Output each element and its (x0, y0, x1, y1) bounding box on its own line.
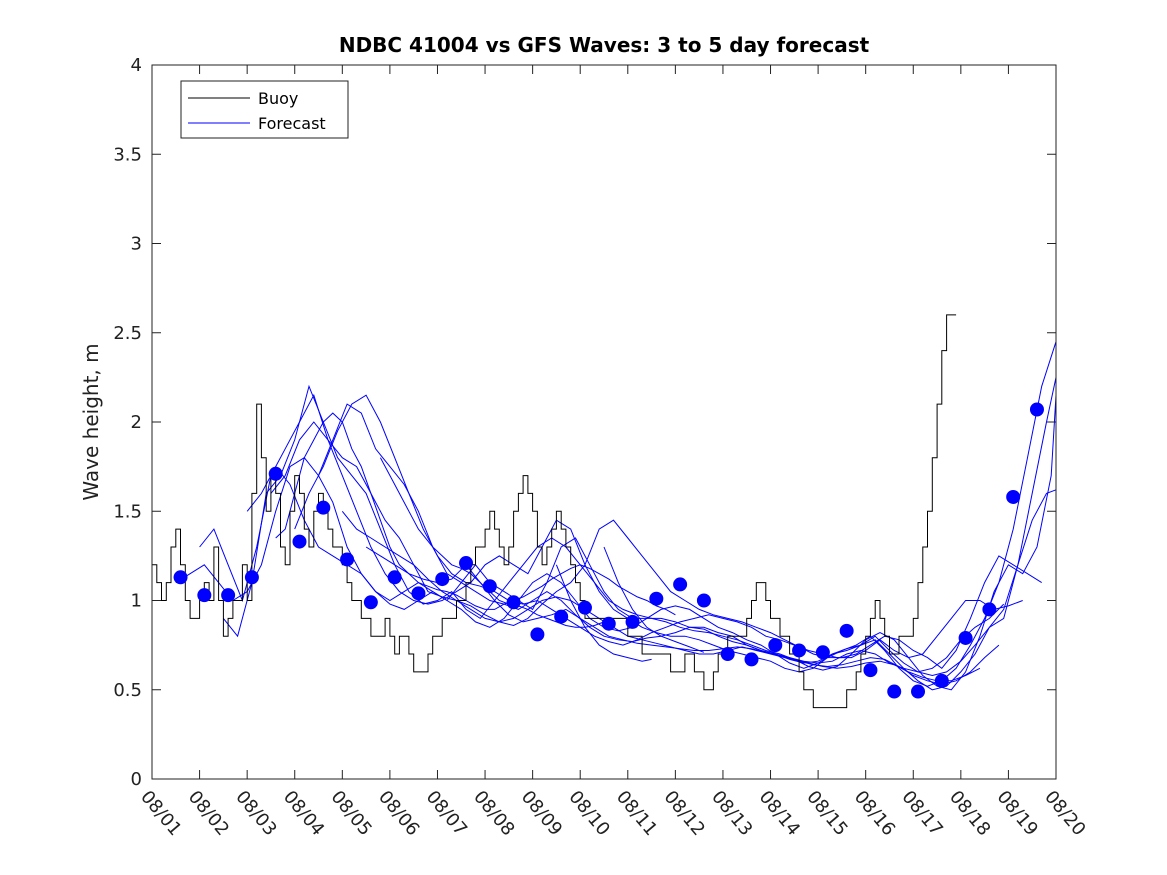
y-tick-label: 2 (131, 412, 142, 433)
legend-box (180, 80, 349, 139)
forecast-line-10 (555, 564, 652, 662)
forecast-marker (459, 556, 474, 571)
forecast-marker (340, 552, 355, 567)
forecast-marker (625, 614, 640, 629)
forecast-marker (1029, 402, 1044, 417)
forecast-marker (792, 643, 807, 658)
legend-label-buoy: Buoy (258, 89, 298, 108)
forecast-marker (482, 579, 497, 594)
forecast-line-4 (246, 465, 1057, 677)
forecast-marker (292, 534, 307, 549)
forecast-marker (649, 591, 664, 606)
y-tick-label: 0 (131, 769, 142, 790)
chart-title: NDBC 41004 vs GFS Waves: 3 to 5 day fore… (339, 33, 870, 57)
forecast-line-8 (341, 510, 1000, 685)
y-tick-label: 3 (131, 234, 142, 255)
forecast-markers (173, 402, 1044, 699)
y-tick-label: 3.5 (113, 144, 142, 165)
forecast-marker (435, 572, 450, 587)
forecast-marker (673, 577, 688, 592)
legend-label-forecast: Forecast (258, 114, 326, 133)
forecast-marker (696, 593, 711, 608)
plot-frame (151, 64, 1057, 780)
forecast-marker (720, 647, 735, 662)
plot-area (152, 314, 1057, 709)
forecast-marker (982, 602, 997, 617)
forecast-line-3 (223, 384, 1057, 691)
y-axis-label: Wave height, m (79, 343, 103, 500)
forecast-marker (244, 570, 259, 585)
forecast-marker (173, 570, 188, 585)
forecast-marker (839, 623, 854, 638)
forecast-marker (887, 684, 902, 699)
forecast-marker (197, 588, 212, 603)
forecast-marker (554, 609, 569, 624)
forecast-marker (363, 595, 378, 610)
legend: Buoy Forecast (180, 80, 349, 139)
forecast-marker (268, 466, 283, 481)
forecast-marker (1006, 489, 1021, 504)
forecast-marker (601, 616, 616, 631)
forecast-marker (221, 588, 236, 603)
y-tick-label: 2.5 (113, 323, 142, 344)
y-tick-label: 1 (131, 591, 142, 612)
forecast-marker (411, 586, 426, 601)
y-tick-label: 4 (131, 55, 142, 76)
forecast-line-13 (275, 412, 676, 616)
forecast-line-12 (379, 457, 605, 628)
forecast-line-5 (270, 421, 1042, 669)
forecast-marker (506, 595, 521, 610)
buoy-line (152, 314, 957, 709)
forecast-marker (958, 630, 973, 645)
forecast-marker (316, 500, 331, 515)
forecast-marker (934, 673, 949, 688)
forecast-marker (815, 645, 830, 660)
y-tick-labels: 0 0.5 1 1.5 2 2.5 3 3.5 4 (113, 55, 142, 790)
forecast-marker (863, 663, 878, 678)
axis-ticks (151, 64, 1057, 780)
forecast-marker (530, 627, 545, 642)
y-tick-label: 1.5 (113, 501, 142, 522)
forecast-line-1 (175, 377, 1057, 691)
forecast-marker (768, 638, 783, 653)
forecast-marker (577, 600, 592, 615)
forecast-marker (387, 570, 402, 585)
forecast-marker (744, 652, 759, 667)
y-tick-label: 0.5 (113, 680, 142, 701)
forecast-line-6 (294, 394, 1023, 659)
forecast-marker (911, 684, 926, 699)
